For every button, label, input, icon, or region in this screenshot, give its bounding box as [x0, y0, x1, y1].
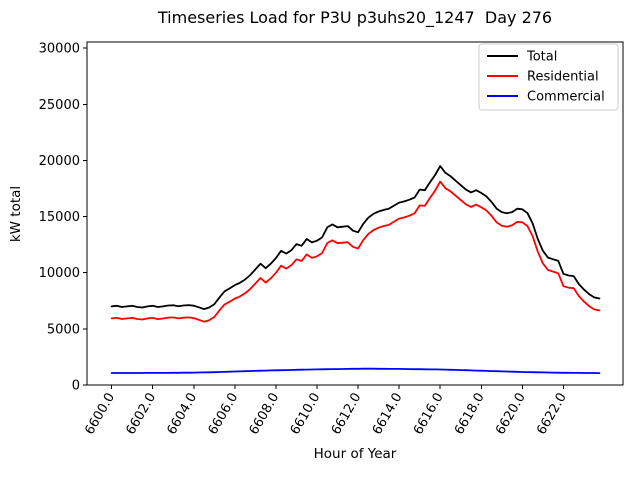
- x-axis-label: Hour of Year: [313, 446, 397, 462]
- x-tick-label: 6622.0: [534, 391, 570, 438]
- legend-commercial-label: Commercial: [527, 90, 605, 105]
- y-tick-label: 25000: [39, 98, 80, 113]
- data-series: [110, 165, 601, 375]
- commercial-line: [110, 367, 601, 375]
- x-tick-label: 6600.0: [82, 391, 118, 438]
- x-tick-label: 6612.0: [329, 391, 365, 438]
- axes-spines: [86, 41, 624, 386]
- legend-total-label: Total: [526, 50, 557, 65]
- x-tick-label: 6620.0: [493, 391, 529, 438]
- y-tick-label: 30000: [39, 42, 80, 57]
- x-tick-label: 6616.0: [411, 391, 447, 438]
- legend-box: [478, 43, 619, 111]
- x-tick-label: 6602.0: [123, 391, 159, 438]
- chart-title: Timeseries Load for P3U p3uhs20_1247 Day…: [157, 8, 553, 27]
- x-tick-label: 6610.0: [288, 391, 324, 438]
- y-tick-label: 15000: [39, 210, 80, 225]
- x-tick-label: 6606.0: [206, 391, 242, 438]
- residential-line: [110, 180, 601, 323]
- x-tick-label: 6614.0: [370, 391, 406, 438]
- y-tick-label: 20000: [39, 154, 80, 169]
- y-tick-label: 0: [72, 379, 80, 394]
- y-tick-label: 5000: [47, 322, 80, 337]
- legend-residential-label: Residential: [527, 70, 599, 85]
- y-tick-label: 10000: [39, 266, 80, 281]
- x-tick-label: 6604.0: [165, 391, 201, 438]
- x-tick-label: 6618.0: [452, 390, 488, 437]
- legend: Total Residential Commercial: [478, 43, 619, 111]
- total-line: [110, 165, 601, 311]
- x-tick-label: 6608.0: [247, 391, 283, 438]
